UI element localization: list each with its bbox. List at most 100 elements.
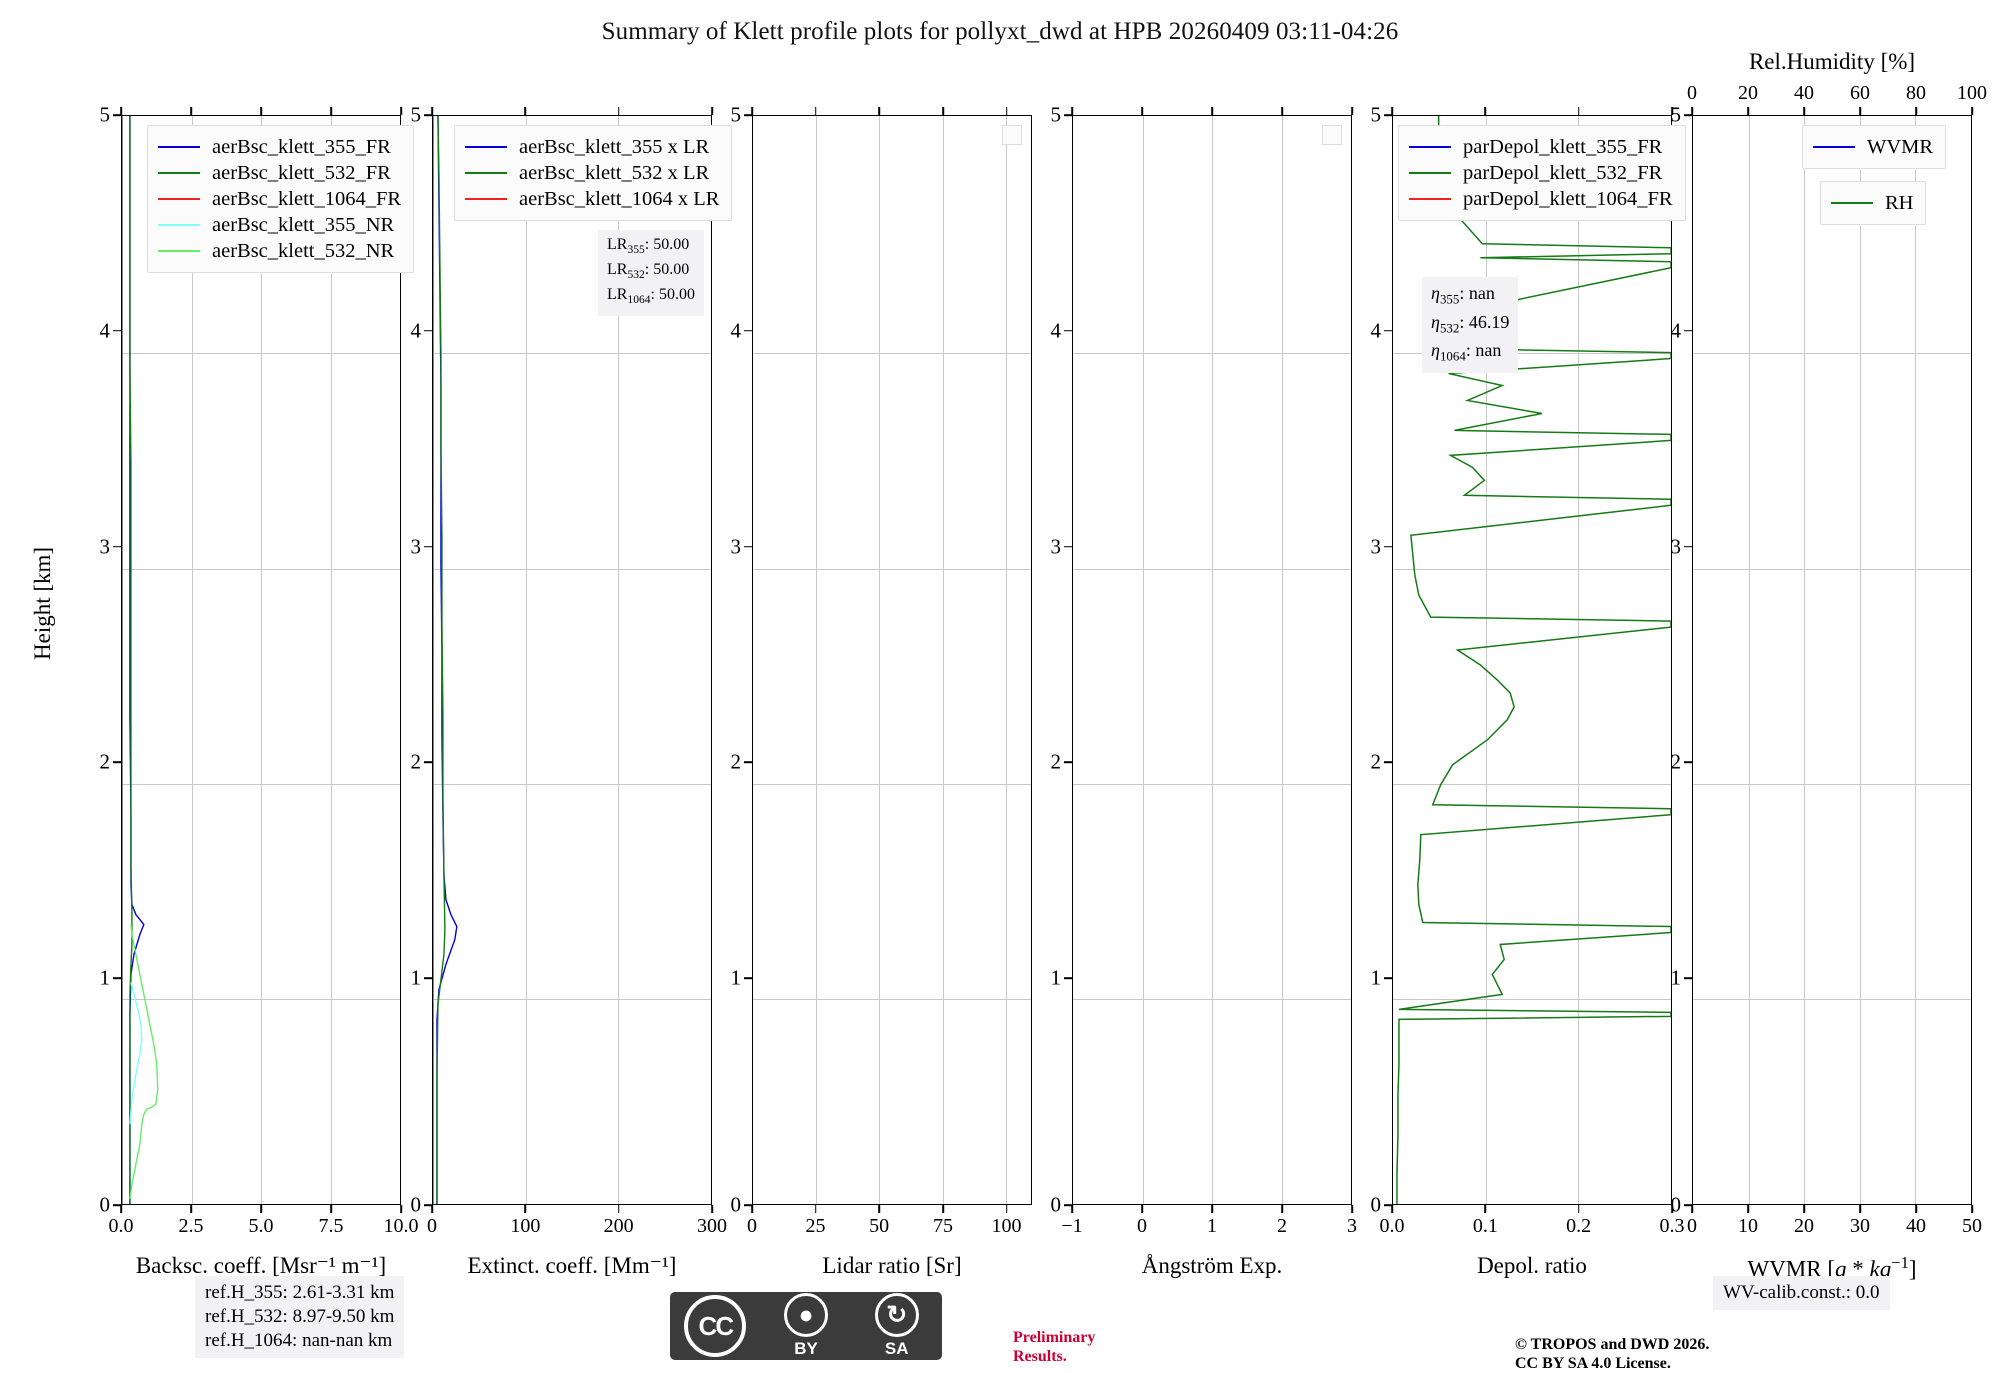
xtick-dp-3: 0.3 [1659, 1215, 1685, 1237]
ytick-2: 2 [1670, 749, 1682, 774]
ytick-4: 4 [410, 318, 422, 343]
preliminary-line-1: Preliminary [1013, 1329, 1096, 1346]
xtick-ext-2: 200 [603, 1215, 634, 1237]
ytick-3: 3 [99, 534, 111, 559]
xtick-wvmr-1: 10 [1738, 1215, 1758, 1237]
copyright-line-2: CC BY SA 4.0 License. [1515, 1355, 1671, 1372]
x-axis-title-backscatter: Backsc. coeff. [Msr⁻¹ m⁻¹] [135, 1253, 387, 1278]
preliminary-results-note: Preliminary Results. [1013, 1328, 1095, 1366]
xtick-rh-0: 0 [1687, 82, 1697, 104]
legend-item[interactable]: parDepol_klett_355_FR [1409, 134, 1673, 160]
ytick-2: 2 [1050, 749, 1062, 774]
x-axis-title-lidar-ratio: Lidar ratio [Sr] [822, 1253, 962, 1278]
cc-sa-cell: ↻ SA [851, 1292, 942, 1360]
legend-item[interactable]: aerBsc_klett_355 x LR [465, 134, 719, 160]
copyright-line-1: © TROPOS and DWD 2026. [1515, 1336, 1710, 1353]
ytick-4: 4 [1370, 318, 1382, 343]
legend-item[interactable]: aerBsc_klett_532_NR [158, 238, 401, 264]
xtick-lr-1: 25 [805, 1215, 826, 1237]
xtick-wvmr-2: 20 [1794, 1215, 1814, 1237]
legend-label: parDepol_klett_355_FR [1463, 136, 1663, 158]
ytick-0: 0 [410, 1192, 422, 1217]
plot-area-lidar-ratio[interactable] [752, 115, 1032, 1205]
legend-swatch-line [1409, 171, 1451, 175]
panel-wvmr-rh: 5 4 3 2 1 0 0 10 20 30 40 50 WVMR [g * k… [1671, 49, 1988, 1282]
legend-item[interactable]: aerBsc_klett_532 x LR [465, 160, 719, 186]
lr-1064-sub: 1064 [627, 294, 651, 307]
legend-item[interactable]: parDepol_klett_532_FR [1409, 160, 1673, 186]
xtick-bsc-4: 10.0 [383, 1215, 419, 1237]
ytick-3: 3 [1670, 534, 1682, 559]
legend-item[interactable]: aerBsc_klett_355_NR [158, 212, 401, 238]
panel-backscatter: 5 4 3 2 1 0 0.0 2.5 5.0 7.5 10.0 Backsc.… [100, 103, 419, 1279]
legend-label: parDepol_klett_1064_FR [1463, 188, 1673, 210]
eta-1064-symbol: η [1431, 340, 1440, 361]
share-alike-icon: ↻ [874, 1293, 919, 1337]
legend-item[interactable]: parDepol_klett_1064_FR [1409, 186, 1673, 212]
ytick-0: 0 [1050, 1192, 1062, 1217]
x-axis-title-relative-humidity: Rel.Humidity [%] [1748, 49, 1916, 74]
ytick-1: 1 [410, 965, 422, 990]
ytick-3: 3 [1370, 534, 1382, 559]
eta-532-sub: 532 [1439, 320, 1460, 336]
xtick-ae-2: 1 [1207, 1215, 1217, 1237]
plot-area-wvmr-rh[interactable] [1692, 115, 1972, 1205]
xtick-rh-2: 40 [1794, 82, 1814, 104]
xtick-wvmr-5: 50 [1962, 1215, 1982, 1237]
legend-depolarization: parDepol_klett_355_FR parDepol_klett_532… [1398, 125, 1686, 221]
xtick-wvmr-0: 0 [1687, 1215, 1697, 1237]
lr-1064-row: LR1064: 50.00 [607, 286, 695, 307]
footnote-wv-calib: WV-calib.const.: 0.0 [1713, 1276, 1890, 1310]
legend-swatch-line [1813, 145, 1855, 149]
ytick-1: 1 [1370, 965, 1382, 990]
legend-extinction: aerBsc_klett_355 x LR aerBsc_klett_532 x… [454, 125, 733, 221]
ytick-4: 4 [1050, 318, 1062, 343]
x-axis-title-extinction: Extinct. coeff. [Mm⁻¹] [467, 1253, 677, 1278]
xtick-lr-4: 100 [991, 1215, 1022, 1237]
legend-item[interactable]: aerBsc_klett_1064 x LR [465, 186, 719, 212]
legend-swatch-line [158, 223, 200, 227]
lr-532-sub: 532 [627, 269, 645, 282]
legend-label: aerBsc_klett_532_NR [212, 240, 395, 262]
xtick-lr-2: 50 [869, 1215, 890, 1237]
panel-extinction: 5 4 3 2 1 0 0 100 200 300 Extinct. coeff… [411, 103, 733, 1278]
lr-1064-symbol: LR [607, 286, 628, 304]
ytick-4: 4 [99, 318, 111, 343]
lr-532-value: 50.00 [653, 261, 690, 279]
legend-item[interactable]: aerBsc_klett_355_FR [158, 134, 401, 160]
xtick-wvmr-4: 40 [1906, 1215, 1926, 1237]
legend-label: aerBsc_klett_532_FR [212, 162, 391, 184]
ref-height-532: ref.H_532: 8.97-9.50 km [205, 1306, 395, 1327]
xtick-dp-2: 0.2 [1566, 1215, 1592, 1237]
legend-item[interactable]: aerBsc_klett_532_FR [158, 160, 401, 186]
x-axis-title-depol: Depol. ratio [1477, 1253, 1587, 1278]
legend-item[interactable]: RH [1831, 190, 1913, 216]
eta-355-row: η355: nan [1431, 283, 1495, 307]
eta-532-row: η532: 46.19 [1431, 311, 1510, 336]
legend-label: aerBsc_klett_532 x LR [519, 162, 710, 184]
ytick-0: 0 [1370, 1192, 1382, 1217]
ytick-2: 2 [730, 749, 742, 774]
ref-height-355: ref.H_355: 2.61-3.31 km [205, 1282, 395, 1303]
ytick-3: 3 [410, 534, 422, 559]
legend-item[interactable]: aerBsc_klett_1064_FR [158, 186, 401, 212]
xtick-ext-0: 0 [427, 1215, 437, 1237]
xtick-rh-1: 20 [1738, 82, 1758, 104]
ref-height-1064: ref.H_1064: nan-nan km [205, 1330, 393, 1351]
legend-swatch-line [465, 197, 507, 201]
ytick-1: 1 [1050, 965, 1062, 990]
plot-area-angstrom-exponent[interactable] [1072, 115, 1352, 1205]
xtick-wvmr-3: 30 [1850, 1215, 1870, 1237]
eta-1064-row: η1064: nan [1431, 340, 1502, 364]
ytick-5: 5 [99, 102, 111, 127]
creative-commons-badge[interactable]: CC ● BY ↻ SA [670, 1292, 942, 1360]
plot-area-backscatter[interactable] [121, 115, 401, 1205]
ytick-2: 2 [1370, 749, 1382, 774]
lr-532-row: LR532: 50.00 [607, 261, 690, 282]
x-axis-title-angstrom: Ångström Exp. [1141, 1253, 1283, 1278]
legend-label: aerBsc_klett_355_NR [212, 214, 395, 236]
legend-item[interactable]: WVMR [1813, 134, 1933, 160]
legend-backscatter: aerBsc_klett_355_FR aerBsc_klett_532_FR … [147, 125, 415, 273]
footnote-reference-heights: ref.H_355: 2.61-3.31 km ref.H_532: 8.97-… [195, 1276, 405, 1358]
xtick-rh-4: 80 [1906, 82, 1926, 104]
